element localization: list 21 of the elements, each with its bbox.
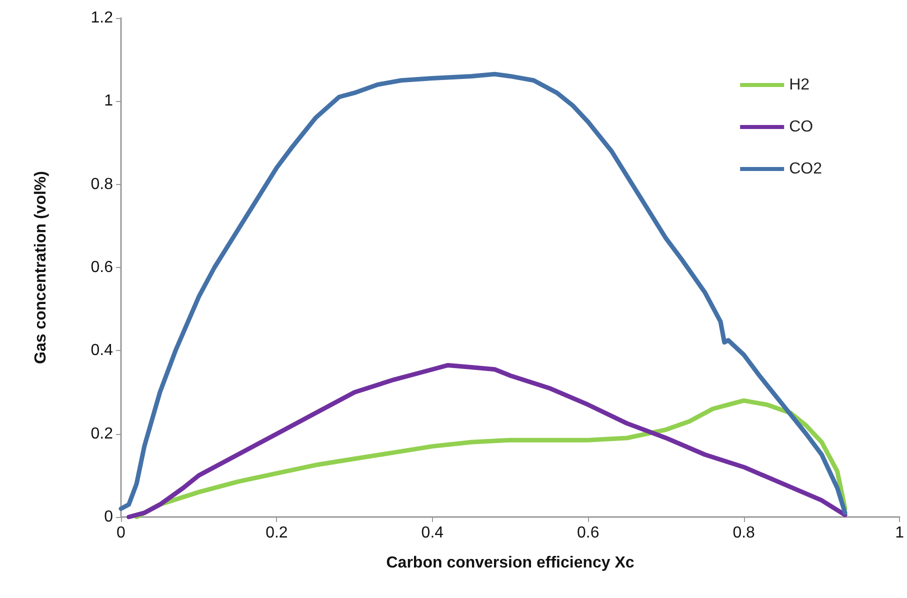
y-tick-label: 0: [104, 508, 114, 526]
y-tick-label: 0.6: [90, 259, 114, 276]
x-axis-title: Carbon conversion efficiency Xc: [386, 554, 634, 572]
x-tick-label: 0.8: [732, 524, 756, 542]
legend-label: CO: [789, 118, 814, 136]
x-tick-label: 0: [116, 524, 126, 542]
y-tick-label: 1: [104, 92, 114, 110]
x-tick-label: 0.6: [577, 524, 600, 542]
x-tick-label: 1: [895, 524, 904, 542]
y-tick-label: 0.2: [90, 425, 114, 442]
y-axis-title: Gas concentration (vol%): [32, 171, 50, 364]
line-series: [126, 362, 848, 520]
y-tick-label: 0.4: [90, 342, 114, 360]
line-series: [134, 398, 848, 520]
x-tick-label: 0.2: [266, 524, 288, 542]
legend-label: H2: [789, 76, 810, 94]
legend-label: CO2: [789, 160, 822, 178]
x-tick-label: 0.4: [421, 524, 444, 542]
line-series: [118, 72, 848, 516]
y-tick-label: 0.8: [90, 176, 114, 193]
y-tick-label: 1.2: [90, 10, 114, 26]
